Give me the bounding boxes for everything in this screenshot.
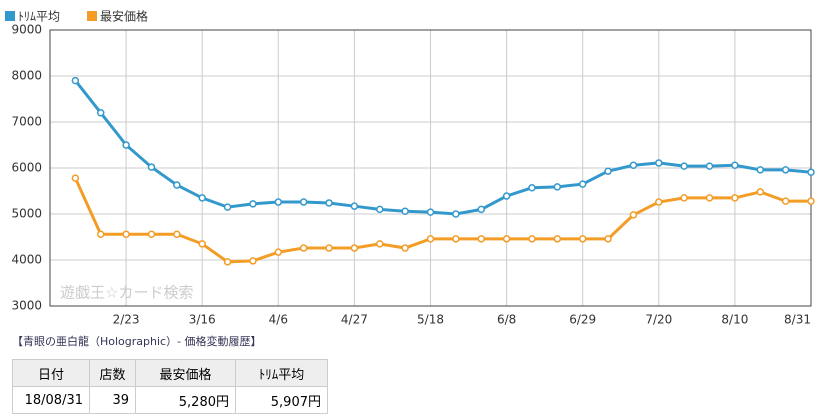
point bbox=[223, 203, 232, 211]
header-row: 日付 店数 最安価格 ﾄﾘﾑ平均 bbox=[12, 359, 328, 387]
x-tick-label: 5/18 bbox=[417, 313, 444, 327]
point bbox=[96, 109, 105, 117]
point bbox=[173, 230, 181, 238]
x-tick-label: 8/31 bbox=[784, 313, 811, 327]
header-cell: 最安価格 bbox=[135, 359, 236, 387]
y-tick-label: 4000 bbox=[11, 253, 42, 267]
legend-label: ﾄﾘﾑ平均 bbox=[18, 10, 60, 24]
point bbox=[680, 194, 688, 202]
cell: 5,280円 bbox=[135, 386, 236, 414]
plot-border bbox=[49, 29, 812, 307]
point bbox=[147, 230, 156, 238]
y-tick-label: 8000 bbox=[11, 69, 42, 83]
series-line bbox=[74, 79, 812, 216]
point bbox=[705, 194, 714, 202]
legend-label: 最安価格 bbox=[100, 9, 148, 24]
point bbox=[223, 258, 232, 266]
point bbox=[325, 244, 333, 252]
point bbox=[325, 199, 333, 207]
point bbox=[781, 197, 790, 205]
x-tick-label: 2/23 bbox=[113, 313, 140, 327]
point bbox=[756, 166, 765, 174]
header-cell: 店数 bbox=[89, 359, 136, 387]
point bbox=[426, 208, 435, 216]
point bbox=[502, 235, 511, 243]
point bbox=[376, 205, 384, 214]
header-cell: 日付 bbox=[12, 359, 90, 387]
point bbox=[604, 167, 612, 175]
chart: 遊戯王☆カード検索 3000 4000 5000 6000 7000 8000 9000 2/… bbox=[5, 9, 815, 327]
point bbox=[71, 76, 80, 85]
point bbox=[249, 200, 257, 208]
point bbox=[198, 240, 206, 248]
point bbox=[528, 184, 536, 192]
point bbox=[299, 244, 308, 252]
x-tick-label: 3/16 bbox=[189, 313, 216, 327]
point bbox=[376, 240, 384, 248]
price-table: 日付 店数 最安価格 ﾄﾘﾑ平均 18/08/31 39 5,280円 5,90… bbox=[12, 359, 328, 414]
series-line bbox=[73, 177, 811, 264]
point bbox=[578, 235, 587, 243]
y-tick-label: 7000 bbox=[11, 115, 42, 129]
point bbox=[249, 257, 257, 265]
point bbox=[299, 198, 308, 206]
point bbox=[553, 235, 562, 243]
point bbox=[452, 210, 460, 218]
point bbox=[401, 244, 409, 252]
point bbox=[756, 188, 765, 196]
watermark: 遊戯王☆カード検索 bbox=[60, 284, 193, 302]
x-tick-label: 7/20 bbox=[645, 313, 672, 327]
y-tick-label: 5000 bbox=[11, 207, 42, 221]
cell: 39 bbox=[89, 386, 136, 414]
x-tick-label: 4/6 bbox=[269, 313, 288, 327]
y-tick-label: 6000 bbox=[11, 161, 42, 175]
point bbox=[629, 211, 638, 219]
point bbox=[401, 207, 409, 215]
point bbox=[147, 163, 156, 171]
header-cell: ﾄﾘﾑ平均 bbox=[235, 359, 328, 387]
cell: 18/08/31 bbox=[12, 386, 90, 414]
point bbox=[731, 194, 739, 202]
point bbox=[781, 166, 790, 174]
point bbox=[502, 192, 511, 200]
y-tick-label: 3000 bbox=[11, 299, 42, 313]
point bbox=[477, 235, 485, 243]
caption: 【青眼の亜白龍（Holographic）- 価格変動履歴】 bbox=[12, 335, 262, 348]
point bbox=[71, 174, 80, 182]
point bbox=[274, 198, 283, 206]
point bbox=[350, 202, 359, 210]
x-tick-label: 4/27 bbox=[341, 313, 368, 327]
point bbox=[173, 181, 181, 189]
point bbox=[731, 161, 739, 169]
x-tick-label: 6/29 bbox=[569, 313, 596, 327]
point bbox=[680, 162, 688, 170]
cell: 5,907円 bbox=[235, 386, 328, 414]
data-row: 18/08/31 39 5,280円 5,907円 bbox=[12, 386, 328, 414]
point bbox=[528, 235, 536, 243]
x-tick-label: 8/10 bbox=[721, 313, 748, 327]
point bbox=[553, 183, 562, 191]
point bbox=[705, 162, 714, 170]
x-tick-label: 6/8 bbox=[497, 313, 516, 327]
point bbox=[122, 230, 130, 238]
point bbox=[274, 248, 283, 256]
point bbox=[655, 159, 663, 167]
point bbox=[655, 198, 663, 206]
point bbox=[807, 168, 815, 177]
point bbox=[604, 235, 612, 243]
point bbox=[198, 194, 206, 202]
point bbox=[426, 235, 435, 243]
legend-swatch bbox=[87, 11, 98, 21]
point bbox=[477, 205, 485, 214]
point bbox=[122, 141, 130, 149]
legend-swatch bbox=[5, 11, 15, 21]
point bbox=[96, 230, 105, 238]
point bbox=[452, 235, 460, 243]
point bbox=[807, 197, 815, 205]
point bbox=[578, 180, 587, 188]
y-tick-label: 9000 bbox=[11, 23, 42, 37]
point bbox=[350, 244, 359, 252]
point bbox=[629, 161, 638, 169]
